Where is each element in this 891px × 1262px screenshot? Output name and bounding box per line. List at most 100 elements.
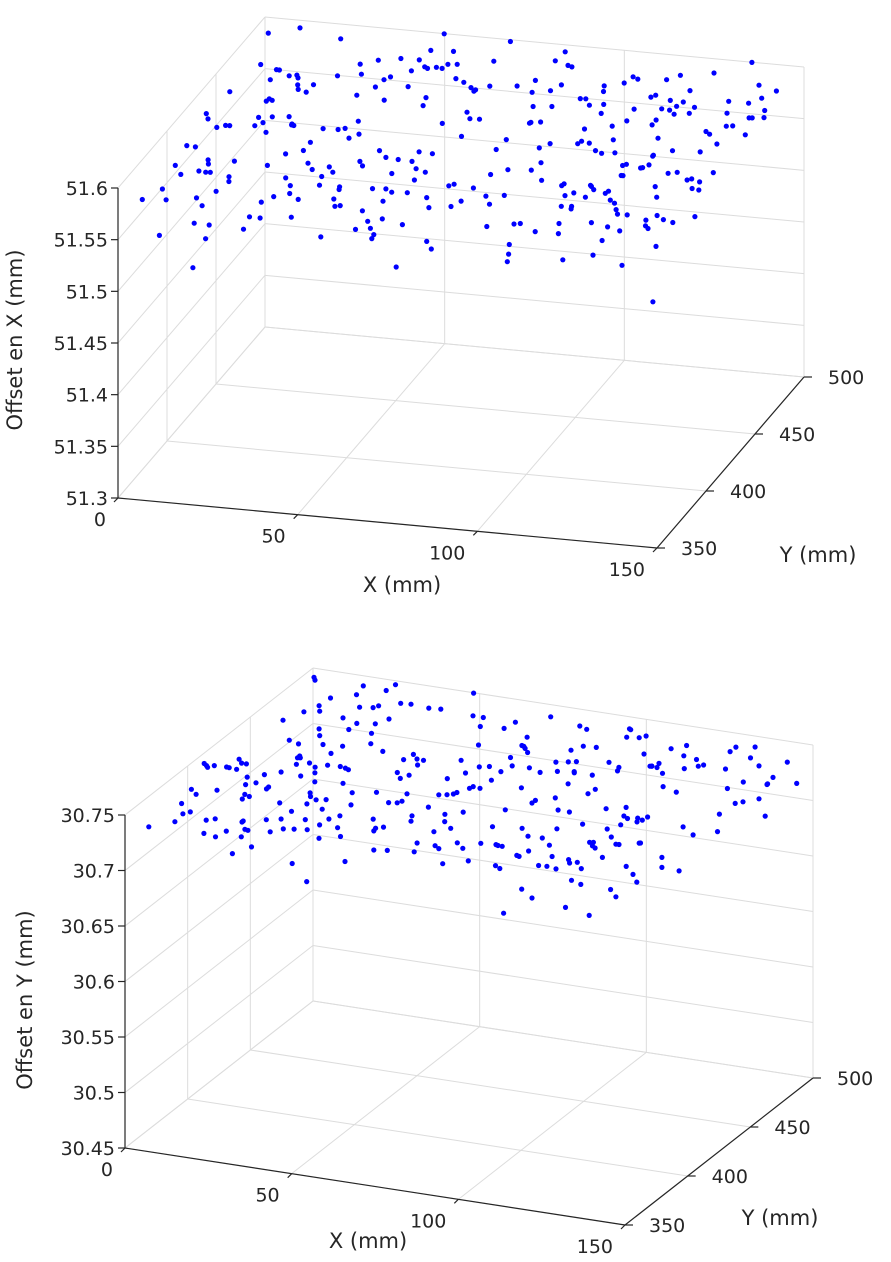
y-tick-label: 400 [712, 1166, 748, 1188]
data-point [762, 107, 768, 114]
data-point [470, 784, 476, 790]
data-point [387, 74, 394, 80]
data-point [342, 125, 348, 131]
data-point [680, 99, 686, 105]
data-point [205, 157, 211, 163]
data-point [592, 148, 599, 154]
data-point [506, 251, 512, 257]
data-point [257, 215, 263, 221]
data-point [556, 220, 562, 227]
data-point [313, 797, 319, 803]
data-point [309, 166, 315, 173]
data-point [357, 158, 363, 164]
data-point [730, 123, 736, 129]
data-point [486, 763, 492, 770]
data-point [318, 234, 324, 240]
data-point [193, 195, 200, 201]
data-point [433, 64, 439, 70]
data-point [462, 770, 469, 776]
data-point [358, 71, 364, 77]
data-point [476, 764, 482, 770]
z-tick-label: 51.4 [66, 385, 108, 407]
data-point [623, 804, 629, 811]
data-point [342, 858, 348, 865]
data-point [203, 111, 209, 117]
data-point [532, 797, 539, 804]
data-point [770, 774, 776, 781]
data-point [446, 183, 452, 189]
gridline [264, 274, 805, 326]
data-point [653, 92, 659, 98]
data-point [586, 102, 593, 108]
data-point [422, 169, 428, 175]
data-point [749, 59, 755, 65]
data-point [303, 89, 309, 95]
data-point [414, 840, 420, 846]
gridline [264, 171, 805, 223]
data-point [569, 64, 575, 70]
data-point [602, 190, 608, 196]
data-point [295, 86, 301, 92]
y-axis-label: Y (mm) [741, 1206, 819, 1230]
gridline [166, 440, 707, 492]
data-point [258, 61, 264, 68]
data-point [265, 30, 271, 36]
data-point [488, 171, 494, 178]
data-point [458, 133, 465, 139]
data-point [614, 768, 621, 774]
data-point [752, 744, 758, 750]
z-axis-label: Offset en X (mm) [3, 249, 27, 430]
data-point [300, 147, 306, 154]
data-point [319, 806, 325, 812]
data-point [546, 842, 553, 848]
data-point [196, 168, 202, 174]
data-point [558, 82, 565, 88]
data-point [549, 103, 555, 110]
data-point [562, 193, 568, 199]
gridline [312, 945, 814, 1023]
data-point [571, 190, 577, 196]
data-point [409, 158, 415, 164]
data-point [335, 126, 341, 133]
data-point [401, 757, 407, 763]
data-point [239, 796, 245, 802]
data-point [246, 214, 253, 220]
data-point [404, 190, 410, 196]
data-point [681, 766, 687, 772]
data-point [611, 200, 618, 206]
data-point [710, 170, 716, 176]
data-point [722, 766, 729, 772]
gridline [297, 343, 446, 515]
data-point [211, 763, 217, 769]
data-point [267, 829, 273, 835]
data-point [580, 743, 586, 749]
data-point [616, 841, 622, 848]
data-point [184, 143, 190, 149]
data-point [242, 826, 248, 832]
data-point [156, 232, 162, 238]
data-point [287, 190, 293, 197]
data-point [229, 851, 235, 857]
data-point [336, 186, 342, 193]
data-point [555, 231, 562, 237]
data-point [172, 162, 178, 168]
gridline [476, 360, 625, 532]
data-point [604, 826, 610, 832]
data-point [286, 114, 292, 120]
data-point [263, 129, 269, 135]
data-point [517, 220, 523, 227]
z-tick-label: 30.45 [61, 1138, 115, 1160]
x-tick-label: 50 [261, 526, 285, 548]
data-point [660, 784, 666, 790]
data-point [280, 717, 286, 723]
data-point [359, 208, 365, 214]
x-tick-label: 150 [609, 559, 645, 581]
data-point [179, 800, 185, 807]
x-tick-label: 100 [410, 1210, 446, 1232]
data-point [501, 725, 507, 732]
data-point [573, 759, 580, 765]
x-axis-label: X (mm) [329, 1229, 407, 1253]
data-point [599, 854, 606, 861]
data-point [664, 77, 670, 83]
data-point [406, 772, 412, 778]
